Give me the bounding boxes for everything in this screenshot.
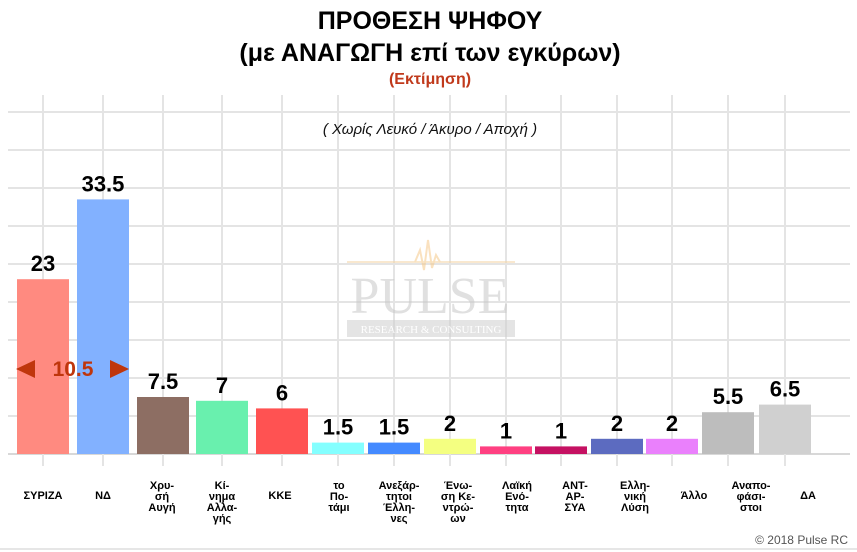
bar <box>137 397 189 454</box>
value-label: 33.5 <box>82 171 125 196</box>
category-label: Ενό- <box>505 491 529 503</box>
value-label: 1.5 <box>379 415 410 440</box>
category-label: ΣΥΑ <box>565 502 586 514</box>
category-label: γής <box>213 513 232 525</box>
category-label: το <box>333 480 345 492</box>
value-label: 1 <box>555 418 567 443</box>
svg-text:PULSE: PULSE <box>351 268 510 325</box>
bar <box>591 438 643 454</box>
difference-value: 10.5 <box>53 358 94 381</box>
category-label: ΣΥΡΙΖΑ <box>24 490 63 502</box>
chart-note: ( Χωρίς Λευκό / Άκυρο / Αποχή ) <box>323 121 537 138</box>
category-label: Λύση <box>621 502 649 514</box>
value-label: 6 <box>276 380 288 405</box>
category-label: Πο- <box>330 491 349 503</box>
chart-subtitle: (Εκτίμηση) <box>389 71 471 88</box>
category-label: ων <box>450 513 465 525</box>
category-label: Αναπο- <box>732 480 771 492</box>
bar <box>77 199 129 454</box>
category-label: νική <box>624 491 646 503</box>
category-label: ση Κε- <box>441 491 475 503</box>
category-label: νημα <box>209 491 236 503</box>
bars <box>17 199 811 454</box>
bar <box>480 446 532 454</box>
value-label: 7 <box>216 373 228 398</box>
bar <box>424 438 476 454</box>
chart-title-line2: (με ΑΝΑΓΩΓΗ επί των εγκύρων) <box>239 39 620 67</box>
category-label: Χρυ- <box>150 480 175 492</box>
value-label: 2 <box>444 411 456 436</box>
bar <box>759 404 811 454</box>
svg-text:RESEARCH & CONSULTING: RESEARCH & CONSULTING <box>361 324 502 336</box>
category-label: ΑΝΤ- <box>562 480 588 492</box>
category-label: Άλλο <box>681 490 708 502</box>
difference-annotation: 10.5 <box>16 358 129 381</box>
category-label: Ένω- <box>444 480 473 492</box>
value-label: 1.5 <box>323 415 354 440</box>
category-label: Ελλη- <box>620 480 650 492</box>
category-label: Λαϊκή <box>502 480 532 492</box>
value-label: 1 <box>500 418 512 443</box>
category-label: Αλλα- <box>207 502 238 514</box>
category-label: τητοι <box>386 491 412 503</box>
category-label: Κί- <box>215 480 230 492</box>
arrow-left-icon <box>16 360 35 378</box>
bar <box>196 400 248 454</box>
category-label: Αυγή <box>148 502 175 514</box>
pulse-watermark-logo: PULSE RESEARCH & CONSULTING <box>347 239 515 337</box>
value-label: 2 <box>611 411 623 436</box>
value-label: 5.5 <box>713 384 744 409</box>
category-label: ΑΡ- <box>566 491 585 503</box>
category-label: ΚΚΕ <box>268 490 291 502</box>
bar <box>646 438 698 454</box>
category-label: τάμι <box>328 502 349 514</box>
bar <box>368 442 420 454</box>
category-label: φάσι- <box>737 491 766 503</box>
category-label: Έλλη- <box>383 502 415 514</box>
value-label: 7.5 <box>148 369 179 394</box>
value-label: 2 <box>666 411 678 436</box>
arrow-right-icon <box>110 360 129 378</box>
value-labels: 23 33.5 7.5 7 6 1.5 1.5 2 1 1 2 2 5.5 6.5 <box>31 171 801 443</box>
bar <box>312 442 364 454</box>
bar <box>535 446 587 454</box>
bar <box>702 412 754 454</box>
bar <box>256 408 308 454</box>
copyright: © 2018 Pulse RC <box>755 533 848 547</box>
value-label: 23 <box>31 251 55 276</box>
category-label: ΝΔ <box>95 490 111 502</box>
category-label: ΔΑ <box>800 490 816 502</box>
value-label: 6.5 <box>770 377 801 402</box>
category-label: ντρώ- <box>443 502 474 514</box>
category-label: νες <box>390 513 407 525</box>
category-label: στοι <box>740 502 762 514</box>
category-label: τητα <box>506 502 529 514</box>
chart-title: ΠΡΟΘΕΣΗ ΨΗΦΟΥ <box>318 7 543 35</box>
category-label: Ανεξάρ- <box>379 480 420 492</box>
category-label: σή <box>155 491 170 503</box>
